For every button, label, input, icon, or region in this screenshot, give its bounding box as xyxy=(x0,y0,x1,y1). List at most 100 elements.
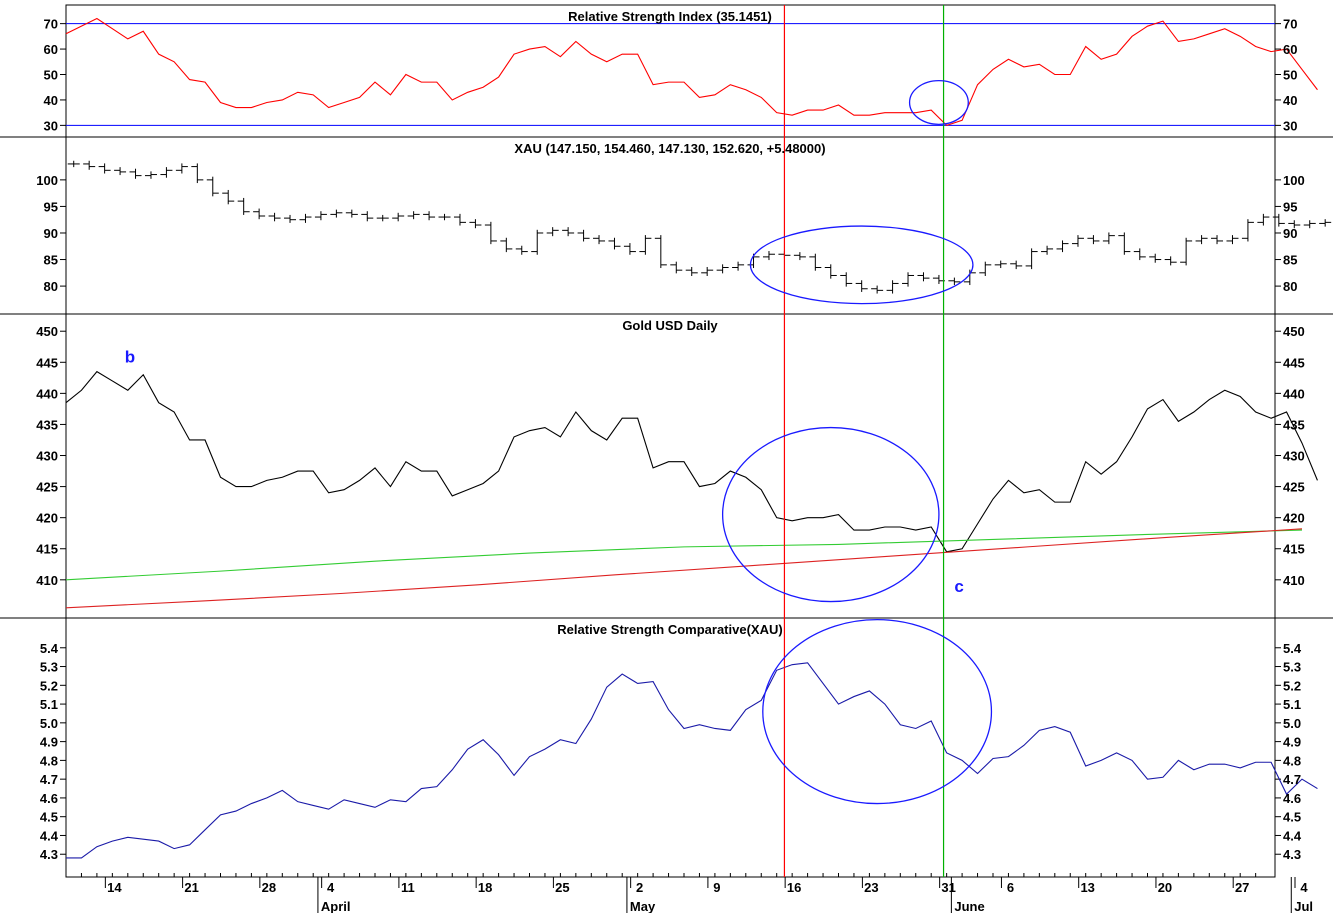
y-tick-label-right: 5.0 xyxy=(1283,716,1301,731)
annotation-circle xyxy=(721,426,940,603)
x-day-label: 14 xyxy=(107,880,122,895)
y-tick-label-left: 40 xyxy=(44,93,58,108)
series-line xyxy=(65,370,1318,553)
annotation-layer xyxy=(721,79,993,805)
y-tick-label-right: 5.1 xyxy=(1283,697,1301,712)
y-tick-label-right: 435 xyxy=(1283,417,1305,432)
y-tick-label-left: 5.0 xyxy=(40,716,58,731)
x-month-label: Jul xyxy=(1294,899,1313,913)
y-tick-label-left: 410 xyxy=(36,573,58,588)
y-tick-label-right: 50 xyxy=(1283,68,1297,83)
panel-4 xyxy=(60,647,1318,859)
y-tick-label-left: 4.4 xyxy=(40,828,59,843)
panel-title: Gold USD Daily xyxy=(622,318,718,333)
y-tick-label-right: 90 xyxy=(1283,226,1297,241)
y-tick-label-left: 5.1 xyxy=(40,697,58,712)
x-day-label: 16 xyxy=(787,880,801,895)
y-tick-label-right: 95 xyxy=(1283,199,1297,214)
x-day-label: 6 xyxy=(1007,880,1014,895)
y-tick-label-left: 430 xyxy=(36,449,58,464)
y-tick-label-right: 410 xyxy=(1283,573,1305,588)
y-tick-label-left: 5.4 xyxy=(40,641,59,656)
panel-3 xyxy=(60,330,1318,609)
x-day-label: 18 xyxy=(478,880,492,895)
y-tick-label-right: 4.8 xyxy=(1283,753,1301,768)
panel-2 xyxy=(60,160,1332,294)
y-tick-label-left: 435 xyxy=(36,417,58,432)
y-tick-label-left: 420 xyxy=(36,511,58,526)
y-tick-label-right: 4.7 xyxy=(1283,772,1301,787)
y-tick-label-right: 4.4 xyxy=(1283,828,1302,843)
x-day-label: 23 xyxy=(864,880,878,895)
series-layer xyxy=(60,17,1332,859)
y-tick-label-right: 4.9 xyxy=(1283,735,1301,750)
y-tick-label-right: 5.4 xyxy=(1283,641,1302,656)
y-tick-label-left: 415 xyxy=(36,542,58,557)
y-tick-label-left: 4.5 xyxy=(40,810,58,825)
y-tick-label-left: 4.7 xyxy=(40,772,58,787)
series-line xyxy=(65,528,1303,609)
y-tick-label-right: 440 xyxy=(1283,386,1305,401)
series-line xyxy=(66,662,1318,859)
y-tick-label-right: 4.6 xyxy=(1283,791,1301,806)
x-month-label: April xyxy=(321,899,351,913)
x-day-label: 11 xyxy=(401,880,415,895)
y-tick-label-left: 85 xyxy=(44,253,58,268)
x-day-label: 31 xyxy=(941,880,955,895)
series-line xyxy=(65,17,1318,126)
panel-frames xyxy=(0,4,1333,878)
y-tick-label-right: 445 xyxy=(1283,355,1305,370)
y-tick-label-left: 30 xyxy=(44,118,58,133)
reference-lines xyxy=(66,23,1275,126)
y-tick-label-right: 5.3 xyxy=(1283,660,1301,675)
y-tick-label-left: 50 xyxy=(44,68,58,83)
panel-title: XAU (147.150, 154.460, 147.130, 152.620,… xyxy=(514,141,825,156)
plot-frame xyxy=(65,4,1276,878)
x-day-label: 2 xyxy=(636,880,643,895)
x-day-label: 20 xyxy=(1158,880,1172,895)
y-tick-label-left: 80 xyxy=(44,279,58,294)
series-line xyxy=(65,529,1303,581)
wave-label: b xyxy=(125,347,135,366)
y-tick-label-left: 5.3 xyxy=(40,660,58,675)
y-tick-label-right: 85 xyxy=(1283,253,1297,268)
x-month-label: June xyxy=(954,899,984,913)
y-tick-label-right: 70 xyxy=(1283,17,1297,32)
y-tick-label-right: 430 xyxy=(1283,449,1305,464)
y-tick-label-right: 425 xyxy=(1283,480,1305,495)
y-tick-label-left: 60 xyxy=(44,42,58,57)
y-tick-label-left: 445 xyxy=(36,355,58,370)
y-tick-label-right: 80 xyxy=(1283,279,1297,294)
y-tick-label-left: 4.6 xyxy=(40,791,58,806)
annotation-circle xyxy=(749,225,974,305)
y-tick-label-left: 425 xyxy=(36,480,58,495)
y-tick-label-left: 4.3 xyxy=(40,847,58,862)
y-tick-label-right: 60 xyxy=(1283,42,1297,57)
x-month-label: May xyxy=(630,899,656,913)
x-day-label: 21 xyxy=(184,880,198,895)
y-tick-label-right: 40 xyxy=(1283,93,1297,108)
y-tick-label-right: 450 xyxy=(1283,324,1305,339)
x-day-label: 4 xyxy=(1300,880,1308,895)
text-layer: Relative Strength Index (35.1451) 30 30 40 4… xyxy=(36,9,1313,914)
x-day-label: 13 xyxy=(1080,880,1094,895)
y-tick-label-right: 4.5 xyxy=(1283,810,1301,825)
y-tick-label-left: 450 xyxy=(36,324,58,339)
x-day-label: 25 xyxy=(555,880,569,895)
y-tick-label-right: 420 xyxy=(1283,511,1305,526)
y-tick-label-left: 4.8 xyxy=(40,753,58,768)
y-tick-label-left: 100 xyxy=(36,173,58,188)
y-tick-label-right: 5.2 xyxy=(1283,678,1301,693)
panel-title: Relative Strength Comparative(XAU) xyxy=(557,622,782,637)
y-tick-label-right: 100 xyxy=(1283,173,1305,188)
annotation-circle xyxy=(762,618,993,805)
x-day-label: 27 xyxy=(1235,880,1249,895)
y-tick-label-left: 440 xyxy=(36,386,58,401)
x-day-label: 9 xyxy=(713,880,720,895)
annotation-circle xyxy=(908,79,969,126)
y-tick-label-right: 415 xyxy=(1283,542,1305,557)
x-day-label: 4 xyxy=(327,880,335,895)
y-tick-label-left: 4.9 xyxy=(40,735,58,750)
